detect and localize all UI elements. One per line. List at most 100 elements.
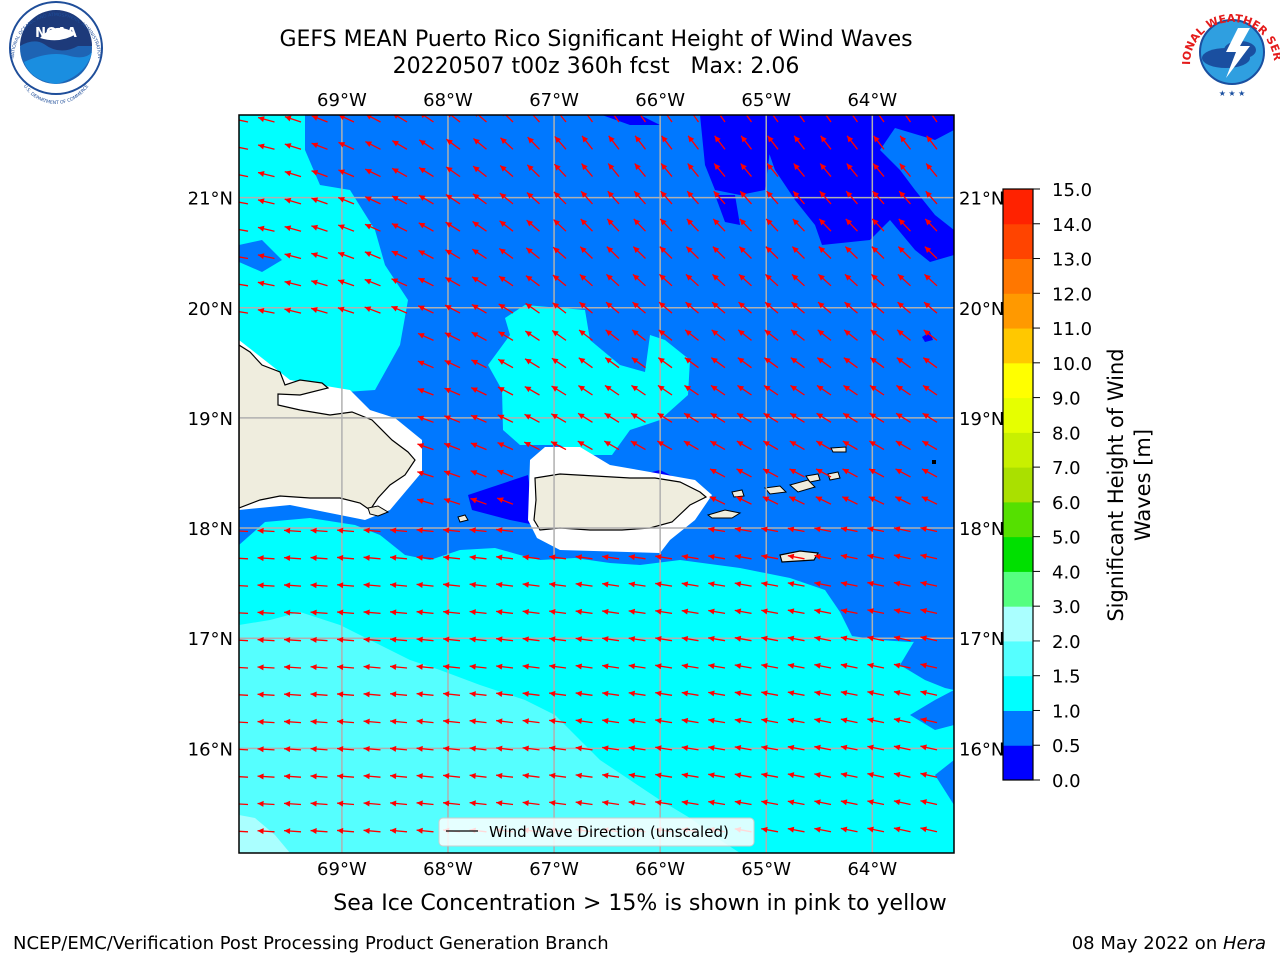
wave-direction-arrow-472	[283, 664, 302, 671]
lon-label-bottom-1: 68°W	[423, 859, 473, 880]
wave-direction-arrow-288	[736, 412, 752, 423]
wave-direction-arrow-151	[659, 246, 673, 259]
wave-direction-arrow-555	[337, 746, 355, 753]
wave-direction-arrow-68	[607, 163, 620, 178]
wave-direction-arrow-115	[418, 222, 434, 232]
wave-direction-arrow-628	[840, 799, 858, 806]
wave-direction-arrow-180	[711, 273, 726, 287]
wave-direction-arrow-205	[658, 301, 673, 314]
wave-direction-arrow-96	[633, 190, 646, 205]
wave-direction-arrow-374	[549, 554, 567, 561]
footer-host: Hera	[1222, 933, 1266, 954]
wave-direction-arrow-382	[761, 553, 779, 560]
wave-direction-arrow-377	[628, 554, 646, 561]
lon-label-bottom-5: 64°W	[847, 859, 897, 880]
wave-direction-arrow-523	[920, 689, 938, 696]
wave-direction-arrow-473	[310, 664, 328, 671]
wave-direction-arrow-441	[893, 608, 911, 615]
wave-direction-arrow-302	[577, 440, 593, 451]
wave-direction-arrow-299	[497, 441, 514, 451]
wave-direction-arrow-335	[762, 496, 779, 505]
colorbar-tick-label-4: 2.0	[1052, 632, 1081, 653]
wave-direction-arrow-652	[761, 826, 779, 833]
wave-direction-arrow-91	[499, 192, 514, 205]
wave-direction-arrow-469	[920, 635, 938, 642]
wave-direction-arrow-336	[788, 496, 805, 505]
wave-direction-arrow-540	[655, 717, 673, 724]
wave-direction-arrow-146	[525, 247, 540, 260]
wave-direction-arrow-537	[575, 718, 593, 725]
wave-direction-arrow-339	[868, 496, 885, 505]
lat-label-right-4: 20°N	[959, 299, 1004, 320]
wave-direction-arrow-530	[390, 718, 408, 725]
wave-direction-arrow-308	[736, 440, 752, 451]
wave-direction-arrow-351	[469, 527, 487, 534]
wave-direction-arrow-487	[681, 663, 699, 670]
wave-direction-arrow-266	[684, 384, 699, 396]
wave-direction-arrow-139	[337, 251, 355, 260]
wave-direction-arrow-621	[655, 799, 673, 806]
wave-direction-arrow-177	[632, 273, 646, 287]
wave-direction-arrow-219	[498, 331, 514, 341]
wave-direction-arrow-303	[603, 440, 620, 451]
wave-direction-arrow-623	[708, 799, 726, 806]
wave-direction-arrow-67	[581, 163, 593, 178]
wave-direction-arrow-48	[793, 135, 806, 150]
wave-direction-arrow-152	[685, 246, 699, 259]
wave-direction-arrow-636	[337, 827, 355, 834]
wave-direction-arrow-403	[602, 581, 620, 588]
wave-direction-arrow-110	[284, 225, 302, 232]
wave-direction-arrow-188	[923, 273, 938, 287]
wave-direction-arrow-216	[417, 332, 434, 341]
colorbar-label-line1: Significant Height of Wind	[1104, 348, 1128, 621]
colorbar-tick-label-6: 4.0	[1052, 562, 1081, 583]
wave-direction-arrow-427	[522, 609, 540, 615]
wave-direction-arrow-581	[310, 773, 328, 780]
wave-direction-arrow-506	[469, 691, 487, 698]
wave-direction-arrow-439	[840, 608, 858, 615]
wave-direction-arrow-312	[842, 440, 858, 451]
wave-direction-arrow-484	[602, 663, 620, 670]
wave-direction-arrow-232	[843, 329, 858, 341]
colorbar-segment-9	[1003, 432, 1033, 468]
wave-direction-arrow-32	[365, 140, 381, 150]
wave-direction-arrow-655	[840, 826, 858, 833]
wave-direction-arrow-475	[363, 664, 381, 671]
wave-direction-arrow-474	[337, 664, 355, 671]
wave-direction-arrow-422	[390, 609, 408, 616]
wave-direction-arrow-237	[444, 359, 461, 369]
lon-label-top-1: 68°W	[423, 90, 473, 111]
colorbar-segment-11	[1003, 362, 1033, 399]
wave-direction-arrow-468	[893, 635, 911, 642]
contour-band-1.5-2.0	[239, 612, 740, 853]
wave-direction-arrow-588	[496, 772, 514, 779]
wave-direction-arrow-347	[363, 527, 381, 534]
wave-direction-arrow-168	[391, 278, 408, 287]
wave-direction-arrow-595	[681, 772, 699, 779]
wave-direction-arrow-195	[391, 305, 408, 314]
colorbar-tick-label-12: 10.0	[1052, 354, 1092, 375]
wave-direction-arrow-99	[713, 190, 726, 205]
wave-direction-arrow-257	[444, 387, 461, 396]
wave-direction-arrow-221	[551, 329, 567, 341]
wave-direction-arrow-136	[257, 253, 275, 260]
wave-direction-arrow-298	[470, 442, 487, 451]
wave-direction-arrow-569	[708, 745, 726, 751]
wave-direction-arrow-145	[498, 247, 514, 260]
wave-direction-arrow-535	[522, 718, 540, 725]
wave-direction-arrow-602	[867, 771, 885, 778]
chart-title: GEFS MEAN Puerto Rico Significant Height…	[279, 27, 913, 52]
wave-direction-arrow-248	[737, 357, 752, 369]
wave-direction-arrow-514	[681, 690, 699, 697]
wave-direction-arrow-608	[310, 800, 328, 807]
wave-direction-arrow-373	[522, 554, 540, 561]
wave-direction-arrow-300	[523, 441, 540, 451]
colorbar-segment-7	[1003, 501, 1033, 538]
wave-direction-arrow-71	[687, 163, 700, 178]
st-thomas-island	[764, 485, 788, 495]
wave-direction-arrow-261	[551, 385, 567, 396]
wave-direction-arrow-92	[526, 191, 540, 205]
wave-direction-arrow-82	[257, 198, 275, 205]
wave-direction-arrow-66	[553, 163, 567, 178]
wave-direction-arrow-507	[496, 691, 514, 697]
